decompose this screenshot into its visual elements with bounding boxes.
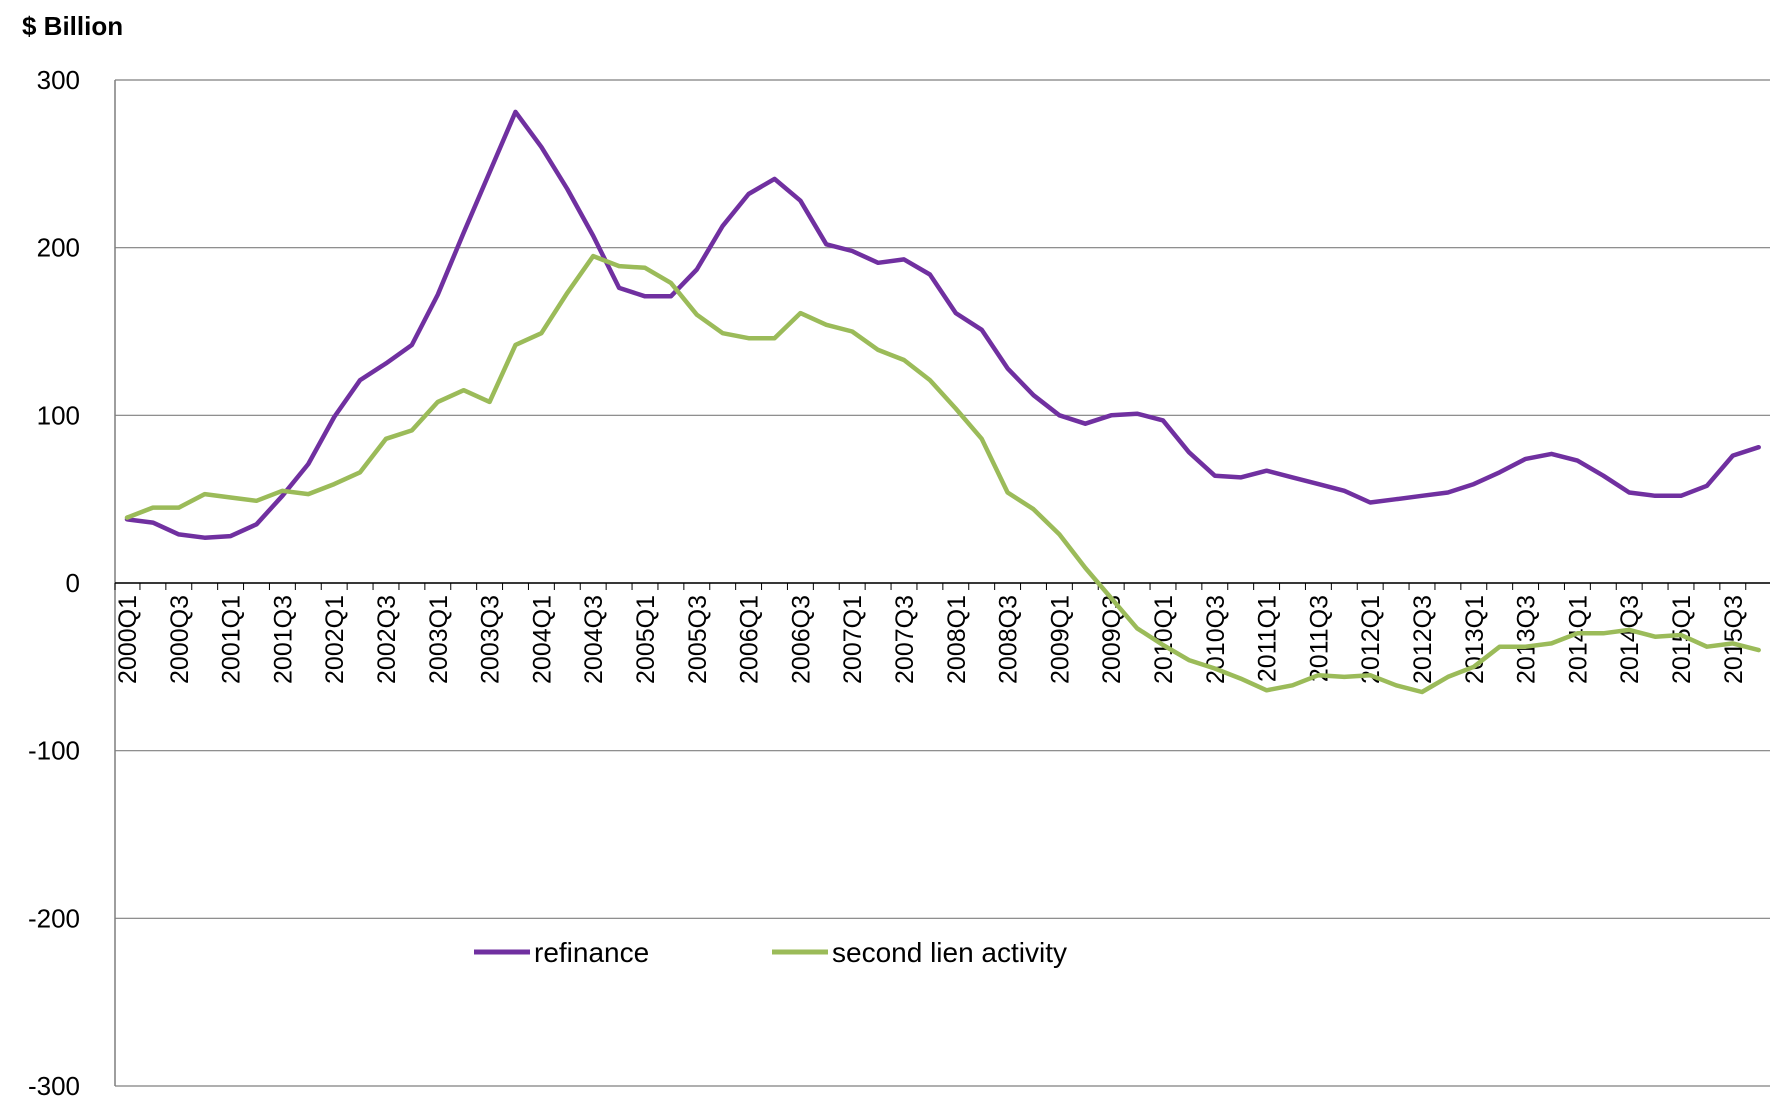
x-tick-label: 2001Q3 — [269, 595, 297, 684]
x-tick-label: 2009Q1 — [1046, 595, 1074, 684]
x-tick-label: 2001Q1 — [218, 595, 246, 684]
x-tick-label: 2015Q3 — [1720, 595, 1748, 684]
axes — [114, 80, 1770, 1086]
x-tick-label: 2007Q1 — [839, 595, 867, 684]
x-tick-label: 2011Q1 — [1254, 595, 1282, 682]
y-tick-label: 200 — [37, 233, 80, 263]
x-tick-label: 2000Q3 — [166, 595, 194, 684]
x-tick-label: 2004Q1 — [528, 595, 556, 684]
x-tick-label: 2007Q3 — [891, 595, 919, 684]
series-line-second-lien-activity — [124, 253, 1761, 695]
series-line-refinance — [124, 109, 1761, 540]
x-axis-tick-labels: 2000Q1 2000Q3 2001Q1 2001Q3 2002Q1 2002Q3 2003… — [114, 595, 1748, 684]
x-tick-label: 2000Q1 — [114, 595, 142, 684]
y-tick-label: 100 — [37, 400, 80, 430]
x-tick-label: 2013Q3 — [1513, 595, 1541, 684]
y-tick-label: -300 — [28, 1071, 80, 1101]
legend-label-second-lien-activity: second lien activity — [832, 937, 1067, 968]
x-tick-label: 2005Q1 — [632, 595, 660, 684]
x-tick-label: 2005Q3 — [684, 595, 712, 684]
legend: refinance second lien activity — [474, 937, 1067, 968]
x-tick-label: 2002Q1 — [321, 595, 349, 684]
x-tick-label: 2008Q1 — [943, 595, 971, 684]
y-tick-label: -200 — [28, 903, 80, 933]
x-tick-label: 2008Q3 — [995, 595, 1023, 684]
x-tick-label: 2003Q1 — [425, 595, 453, 684]
y-tick-label: 300 — [37, 65, 80, 95]
y-tick-label: -100 — [28, 736, 80, 766]
x-tick-label: 2006Q1 — [736, 595, 764, 684]
x-tick-label: 2002Q3 — [373, 595, 401, 684]
x-tick-label: 2011Q3 — [1305, 595, 1333, 682]
y-axis-unit-label: $ Billion — [22, 11, 123, 41]
series-lines — [124, 109, 1761, 695]
x-tick-label: 2004Q3 — [580, 595, 608, 684]
y-axis-tick-labels: 300 200 100 0 -100 -200 -300 — [28, 65, 80, 1101]
x-tick-label: 2014Q1 — [1564, 595, 1592, 684]
x-tick-label: 2014Q3 — [1616, 595, 1644, 684]
x-tick-label: 2012Q1 — [1357, 595, 1385, 684]
legend-label-refinance: refinance — [534, 937, 649, 968]
x-tick-label: 2003Q3 — [477, 595, 505, 684]
x-tick-label: 2012Q3 — [1409, 595, 1437, 684]
y-tick-label: 0 — [66, 568, 80, 598]
x-tick-label: 2006Q3 — [787, 595, 815, 684]
